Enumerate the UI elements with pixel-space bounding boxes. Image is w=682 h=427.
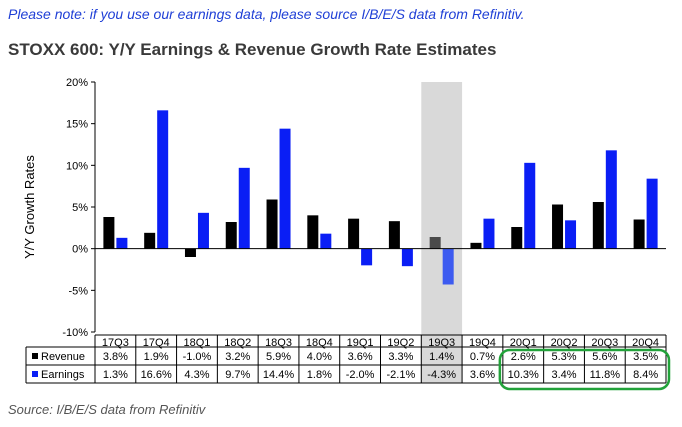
x-tick-label: 19Q4: [469, 337, 496, 349]
revenue-bar-20Q4: [633, 219, 645, 249]
data-label: 2.6%: [511, 351, 536, 363]
data-label: 11.8%: [590, 369, 621, 381]
revenue-bar-17Q3: [103, 217, 115, 249]
revenue-bar-20Q2: [552, 204, 564, 249]
legend-label-revenue: Revenue: [41, 351, 85, 363]
revenue-bar-20Q1: [511, 227, 523, 249]
revenue-bar-18Q2: [225, 222, 237, 249]
data-label: 1.3%: [103, 369, 128, 381]
data-label: -4.3%: [427, 369, 456, 381]
x-tick-label: 19Q3: [428, 337, 455, 349]
legend-swatch-earnings: [32, 371, 38, 377]
earnings-bar-20Q3: [605, 150, 617, 249]
highlight-box: [498, 348, 671, 391]
data-label: -2.1%: [387, 369, 416, 381]
legend-label-earnings: Earnings: [41, 369, 85, 381]
chart-title: STOXX 600: Y/Y Earnings & Revenue Growth…: [8, 40, 497, 59]
y-tick-label: 5%: [72, 202, 88, 214]
y-tick-label: 0%: [72, 244, 88, 256]
data-label: 3.2%: [225, 351, 250, 363]
x-tick-label: 18Q2: [224, 337, 251, 349]
source-note: Please note: if you use our earnings dat…: [8, 6, 525, 22]
y-axis-label: Y/Y Growth Rates: [22, 155, 37, 259]
data-label: 5.9%: [266, 351, 291, 363]
data-label: 9.7%: [225, 369, 250, 381]
data-label: 0.7%: [470, 351, 495, 363]
data-label: 16.6%: [141, 369, 172, 381]
revenue-bar-19Q4: [470, 242, 482, 249]
earnings-bar-19Q1: [361, 248, 373, 266]
y-tick-label: 10%: [66, 160, 88, 172]
earnings-bar-18Q1: [197, 212, 209, 249]
source-footer: Source: I/B/E/S data from Refinitiv: [8, 402, 206, 417]
earnings-bar-20Q2: [565, 220, 577, 249]
earnings-bar-18Q2: [238, 167, 250, 249]
highlight-band: [421, 82, 463, 383]
earnings-bar-20Q1: [524, 162, 536, 249]
earnings-bar-18Q4: [320, 233, 332, 249]
legend-swatch-revenue: [32, 353, 38, 359]
data-label: 3.3%: [388, 351, 413, 363]
revenue-bar-19Q2: [388, 221, 400, 249]
earnings-bar-19Q4: [483, 218, 495, 249]
revenue-bar-20Q3: [592, 202, 604, 249]
data-label: 5.6%: [592, 351, 617, 363]
x-tick-label: 17Q4: [143, 337, 170, 349]
x-tick-label: 17Q3: [102, 337, 129, 349]
x-tick-label: 19Q1: [347, 337, 374, 349]
data-label: 14.4%: [263, 369, 294, 381]
data-label: 3.4%: [551, 369, 576, 381]
revenue-bar-18Q4: [307, 215, 319, 249]
y-tick-label: 15%: [66, 119, 88, 131]
data-label: 3.5%: [633, 351, 658, 363]
data-label: -2.0%: [346, 369, 375, 381]
y-tick-label: 20%: [66, 77, 88, 89]
y-tick-label: -5%: [68, 285, 88, 297]
data-label: 4.3%: [184, 369, 209, 381]
x-tick-label: 20Q4: [632, 337, 659, 349]
data-label: -1.0%: [183, 351, 212, 363]
revenue-bar-17Q4: [144, 232, 156, 249]
data-label: 8.4%: [633, 369, 658, 381]
data-label: 1.4%: [429, 351, 454, 363]
revenue-bar-19Q1: [348, 218, 360, 249]
data-label: 3.8%: [103, 351, 128, 363]
x-tick-label: 20Q1: [510, 337, 537, 349]
x-tick-label: 19Q2: [387, 337, 414, 349]
x-tick-label: 20Q3: [591, 337, 618, 349]
x-tick-label: 18Q4: [306, 337, 333, 349]
earnings-bar-20Q4: [646, 178, 658, 249]
y-tick-label: -10%: [62, 327, 88, 339]
data-label: 10.3%: [508, 369, 539, 381]
x-tick-label: 20Q2: [551, 337, 578, 349]
earnings-bar-19Q2: [401, 248, 413, 267]
data-label: 4.0%: [307, 351, 332, 363]
revenue-bar-19Q3: [429, 237, 441, 249]
data-label: 1.9%: [144, 351, 169, 363]
revenue-bar-18Q1: [184, 248, 196, 257]
x-tick-label: 18Q3: [265, 337, 292, 349]
earnings-bar-18Q3: [279, 128, 291, 249]
earnings-bar-17Q4: [157, 110, 169, 249]
data-label: 1.8%: [307, 369, 332, 381]
data-label: 5.3%: [551, 351, 576, 363]
earnings-bar-19Q3: [442, 248, 454, 285]
earnings-bar-17Q3: [116, 237, 128, 249]
data-label: 3.6%: [470, 369, 495, 381]
x-tick-label: 18Q1: [184, 337, 211, 349]
revenue-bar-18Q3: [266, 199, 278, 249]
data-label: 3.6%: [348, 351, 373, 363]
